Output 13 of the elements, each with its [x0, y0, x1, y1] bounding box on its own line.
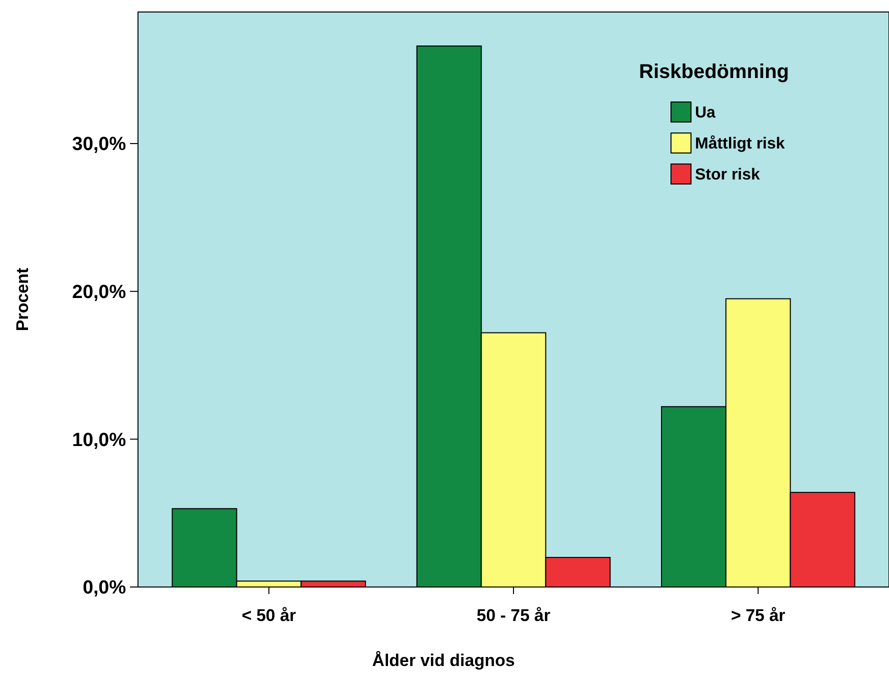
y-axis-title: Procent	[13, 268, 32, 332]
x-tick-label: > 75 år	[730, 606, 786, 625]
y-tick-label: 30,0%	[72, 134, 126, 156]
y-tick-label: 20,0%	[72, 282, 126, 304]
y-tick-label: 10,0%	[72, 430, 126, 451]
legend-title: Riskbedömning	[639, 61, 790, 83]
x-axis-title: Ålder vid diagnos	[372, 651, 515, 670]
x-tick-label: 50 - 75 år	[476, 606, 551, 625]
legend-label: Ua	[695, 104, 716, 122]
legend-label: Måttligt risk	[695, 134, 785, 153]
legend-label: Stor risk	[695, 166, 760, 184]
y-tick-label: 0,0%	[82, 578, 126, 599]
x-tick-label: < 50 år	[242, 606, 296, 625]
